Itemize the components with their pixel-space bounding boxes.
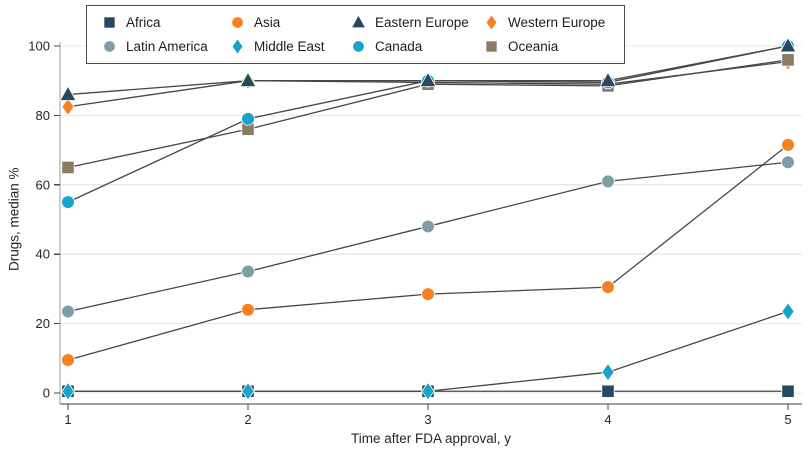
legend-item-canada: Canada (350, 36, 483, 56)
legend-column: Eastern Europe Canada (350, 12, 483, 56)
legend-label-asia: Asia (254, 14, 281, 30)
marker-canada-year-1 (61, 195, 75, 209)
marker-asia-year-4 (601, 280, 615, 294)
y-tick-label-60: 60 (36, 177, 50, 192)
y-tick-label-100: 100 (28, 39, 50, 54)
legend-eastern_europe-marker-shape (350, 13, 367, 28)
legend-asia-marker-shape (231, 15, 244, 29)
marker-middle_east-year-5 (781, 302, 795, 321)
legend-canada-marker-shape (352, 39, 365, 53)
marker-eastern_europe-year-1 (59, 85, 77, 101)
marker-africa-year-5 (781, 384, 795, 398)
legend: Africa Latin America Asia Middle East Easter… (86, 5, 625, 64)
marker-eastern_europe-year-3 (419, 71, 437, 87)
x-tick-label-5: 5 (784, 412, 791, 427)
x-axis-title: Time after FDA approval, y (350, 431, 512, 446)
legend-item-eastern_europe: Eastern Europe (350, 12, 483, 32)
legend-item-asia: Asia (229, 12, 350, 32)
marker-africa-year-4 (601, 384, 615, 398)
legend-western_europe-marker-shape (485, 13, 498, 31)
legend-item-middle_east: Middle East (229, 36, 350, 56)
marker-latin_america-year-4 (601, 174, 615, 189)
y-tick-label-20: 20 (36, 316, 50, 331)
legend-canada-marker-icon (352, 39, 365, 53)
legend-column: Western Europe Oceania (483, 12, 616, 56)
marker-oceania-year-5 (781, 53, 795, 67)
marker-canada-year-2 (241, 112, 255, 126)
legend-column: Asia Middle East (229, 12, 350, 56)
y-tick-label-40: 40 (36, 247, 50, 262)
legend-label-middle_east: Middle East (254, 38, 325, 54)
marker-asia-year-2 (241, 302, 255, 317)
marker-middle_east-year-4 (601, 362, 615, 382)
legend-label-latin_america: Latin America (126, 38, 208, 54)
legend-asia-marker-icon (231, 15, 244, 29)
y-tick-label-0: 0 (43, 386, 50, 401)
y-tick-label-80: 80 (36, 108, 50, 123)
marker-middle_east-year-1 (61, 381, 75, 401)
marker-middle_east-year-2 (241, 381, 255, 401)
legend-western_europe-marker-icon (485, 13, 498, 31)
legend-eastern_europe-marker-icon (350, 13, 367, 28)
marker-latin_america-year-3 (421, 219, 435, 234)
legend-item-western_europe: Western Europe (483, 12, 616, 32)
series-line-asia (67, 144, 789, 361)
marker-latin_america-year-5 (781, 155, 795, 170)
legend-column: Africa Latin America (101, 12, 229, 56)
marker-asia-year-5 (781, 138, 795, 152)
legend-label-canada: Canada (375, 38, 423, 54)
legend-latin_america-marker-icon (103, 39, 116, 53)
legend-label-western_europe: Western Europe (508, 14, 606, 30)
legend-item-latin_america: Latin America (101, 36, 229, 56)
marker-eastern_europe-year-2 (239, 71, 257, 87)
x-tick-label-2: 2 (244, 412, 251, 427)
y-axis-title: Drugs, median % (6, 167, 22, 272)
legend-label-africa: Africa (126, 14, 161, 30)
marker-latin_america-year-2 (241, 264, 255, 279)
x-tick-label-4: 4 (604, 412, 611, 427)
x-tick-label-1: 1 (64, 412, 71, 427)
marker-eastern_europe-year-4 (599, 71, 617, 87)
marker-asia-year-1 (61, 353, 75, 367)
legend-item-africa: Africa (101, 12, 229, 32)
legend-africa-marker-shape (103, 16, 116, 28)
legend-latin_america-marker-shape (103, 39, 116, 53)
legend-middle_east-marker-icon (231, 37, 244, 55)
marker-latin_america-year-1 (61, 304, 75, 319)
x-tick-label-3: 3 (424, 412, 431, 427)
marker-oceania-year-1 (61, 160, 75, 175)
legend-oceania-marker-icon (485, 40, 498, 52)
legend-middle_east-marker-shape (231, 37, 244, 55)
marker-western_europe-year-1 (61, 97, 75, 117)
legend-africa-marker-icon (103, 16, 116, 28)
marker-asia-year-3 (421, 287, 435, 301)
legend-label-oceania: Oceania (508, 38, 559, 54)
legend-item-oceania: Oceania (483, 36, 616, 56)
legend-oceania-marker-shape (485, 40, 498, 52)
legend-label-eastern_europe: Eastern Europe (375, 14, 469, 30)
marker-eastern_europe-year-5 (779, 36, 797, 53)
marker-middle_east-year-3 (421, 381, 435, 401)
series-line-canada (67, 45, 789, 203)
